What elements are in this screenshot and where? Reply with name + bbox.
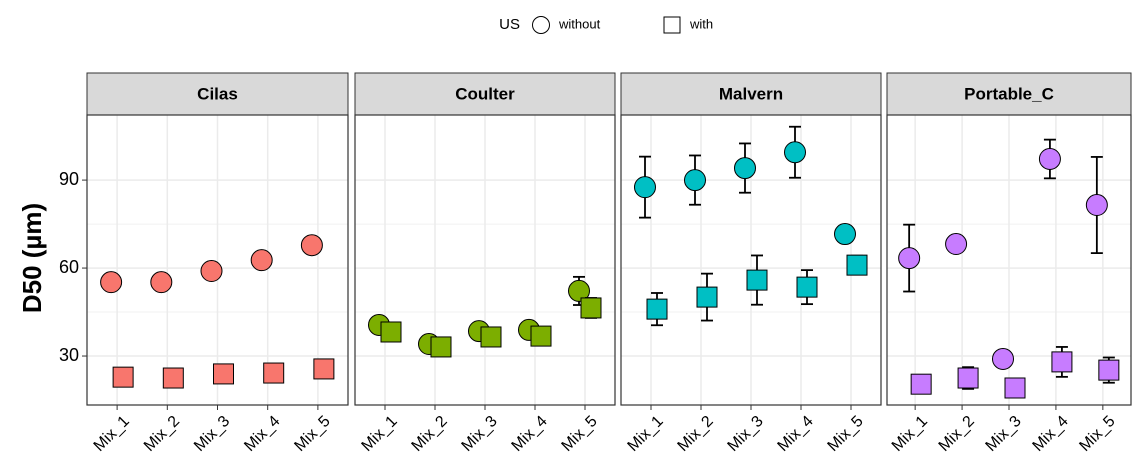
point bbox=[734, 157, 756, 180]
y-tick-label: 60 bbox=[59, 257, 79, 277]
x-tick-label: Mix_1 bbox=[889, 413, 931, 455]
point bbox=[530, 325, 552, 347]
x-tick-label: Mix_1 bbox=[625, 413, 667, 455]
panel-border bbox=[886, 114, 1132, 406]
point bbox=[300, 234, 323, 257]
x-tick-label: Mix_3 bbox=[191, 413, 233, 455]
point bbox=[162, 367, 184, 389]
point bbox=[834, 223, 856, 246]
x-tick-label: Mix_5 bbox=[1076, 413, 1118, 455]
strip bbox=[620, 72, 882, 116]
x-tick-label: Mix_2 bbox=[675, 413, 717, 455]
x-tick-label: Mix_4 bbox=[1030, 413, 1072, 455]
strip bbox=[886, 72, 1132, 116]
point bbox=[1004, 377, 1026, 399]
strip bbox=[86, 72, 349, 116]
point bbox=[1085, 194, 1108, 217]
strip bbox=[354, 72, 616, 116]
point bbox=[992, 347, 1014, 370]
point bbox=[784, 141, 806, 164]
x-tick-label: Mix_1 bbox=[359, 413, 401, 455]
legend-key bbox=[663, 16, 681, 34]
x-tick-label: Mix_5 bbox=[825, 413, 867, 455]
point bbox=[696, 286, 718, 308]
point bbox=[898, 247, 921, 270]
x-tick-label: Mix_2 bbox=[936, 413, 978, 455]
point bbox=[568, 279, 590, 302]
y-tick-label: 90 bbox=[59, 169, 79, 189]
point bbox=[1098, 359, 1120, 381]
point bbox=[100, 271, 123, 294]
point bbox=[430, 336, 452, 358]
x-tick-label: Mix_2 bbox=[409, 413, 451, 455]
point bbox=[250, 249, 273, 272]
panel-border bbox=[354, 114, 616, 406]
point bbox=[480, 326, 502, 348]
point bbox=[796, 276, 818, 298]
x-tick-label: Mix_4 bbox=[241, 413, 283, 455]
x-tick-label: Mix_5 bbox=[291, 413, 333, 455]
x-tick-label: Mix_3 bbox=[983, 413, 1025, 455]
point bbox=[646, 298, 668, 320]
x-tick-label: Mix_5 bbox=[559, 413, 601, 455]
panel-border bbox=[86, 114, 349, 406]
point bbox=[846, 254, 868, 276]
point bbox=[1051, 351, 1073, 373]
point bbox=[634, 176, 656, 199]
point bbox=[945, 233, 968, 256]
x-tick-label: Mix_1 bbox=[91, 413, 133, 455]
y-axis-label: D50 (µm) bbox=[17, 203, 47, 313]
point bbox=[200, 259, 223, 282]
panel-title: Malvern bbox=[719, 84, 783, 103]
x-tick-label: Mix_2 bbox=[141, 413, 183, 455]
x-tick-label: Mix_4 bbox=[775, 413, 817, 455]
panel-title: Portable_C bbox=[964, 84, 1054, 103]
point bbox=[313, 358, 335, 380]
legend-title: US bbox=[499, 16, 520, 33]
x-tick-label: Mix_4 bbox=[509, 413, 551, 455]
point bbox=[580, 297, 602, 319]
legend-key bbox=[532, 16, 550, 34]
point bbox=[380, 321, 402, 343]
point bbox=[910, 373, 932, 395]
point bbox=[684, 169, 706, 192]
point bbox=[746, 269, 768, 291]
panel-border bbox=[620, 114, 882, 406]
legend-label: without bbox=[558, 16, 601, 31]
panel-title: Coulter bbox=[455, 84, 515, 103]
point bbox=[213, 363, 234, 385]
point bbox=[112, 366, 134, 388]
point bbox=[150, 271, 173, 294]
point bbox=[957, 367, 979, 389]
y-tick-label: 30 bbox=[59, 345, 79, 365]
point bbox=[263, 362, 285, 384]
panel-title: Cilas bbox=[197, 84, 238, 103]
legend-label: with bbox=[689, 16, 713, 31]
x-tick-label: Mix_3 bbox=[459, 413, 501, 455]
x-tick-label: Mix_3 bbox=[725, 413, 767, 455]
point bbox=[1038, 147, 1061, 170]
